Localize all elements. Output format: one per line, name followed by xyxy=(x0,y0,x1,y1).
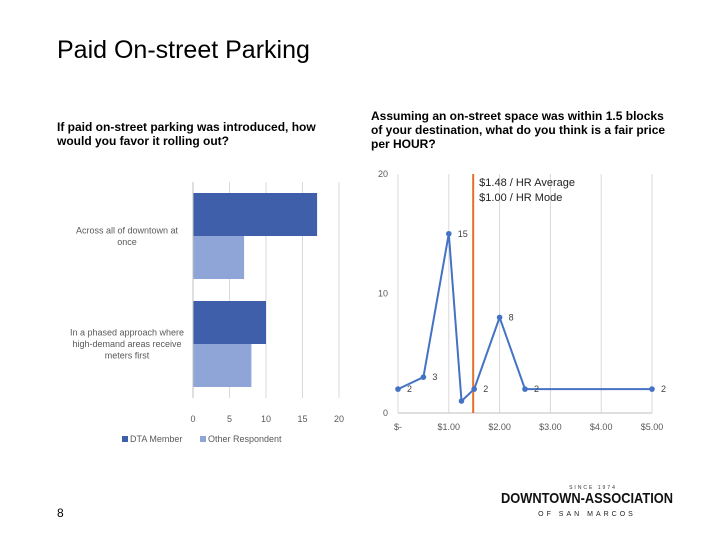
point-data-label: 2 xyxy=(483,384,488,394)
slide-title: Paid On-street Parking xyxy=(57,36,310,64)
point-data-label: 15 xyxy=(458,229,468,239)
line-x-tick-label: $2.00 xyxy=(488,422,511,432)
bar-other-respondent xyxy=(193,236,245,279)
line-x-tick-label: $5.00 xyxy=(641,422,664,432)
logo-top-text: SINCE 1974 xyxy=(569,485,617,491)
legend-swatch xyxy=(200,436,206,442)
price-point xyxy=(649,386,655,392)
price-point xyxy=(458,398,465,404)
point-data-label: 2 xyxy=(534,384,539,394)
bar-category-label: once xyxy=(117,237,137,247)
line-x-tick-label: $- xyxy=(394,422,402,432)
legend-label: DTA Member xyxy=(130,434,182,444)
point-data-label: 3 xyxy=(432,372,437,382)
bar-chart: 0 5 10 15 20 Across all of downtown at once In … xyxy=(70,182,344,444)
right-chart-question: Assuming an on-street space was within 1… xyxy=(371,109,666,151)
legend-label: Other Respondent xyxy=(208,434,282,444)
bar-category-label: high-demand areas receive xyxy=(72,339,181,349)
logo-name: DOWNTOWN-ASSOCIATION xyxy=(501,490,673,507)
price-point xyxy=(471,386,478,392)
bar-dta-member xyxy=(193,193,318,236)
price-point xyxy=(395,386,401,392)
legend-swatch xyxy=(122,436,128,442)
page-number: 8 xyxy=(57,506,64,520)
bar-category-label: In a phased approach where xyxy=(70,328,184,338)
bar-x-tick-label: 10 xyxy=(261,414,271,424)
downtown-association-logo: SINCE 1974 DOWNTOWN-ASSOCIATION OF SAN M… xyxy=(501,485,673,518)
bar-category-label: meters first xyxy=(105,351,150,361)
point-data-label: 8 xyxy=(509,312,514,322)
bar-other-respondent xyxy=(193,344,252,387)
bar-dta-member xyxy=(193,301,266,344)
line-x-tick-label: $3.00 xyxy=(539,422,562,432)
line-x-tick-label: $4.00 xyxy=(590,422,613,432)
line-chart: $- $1.00 $2.00 $3.00 $4.00 $5.00 0 10 20 $1.48 / … xyxy=(378,169,666,432)
bar-x-tick-label: 20 xyxy=(334,414,344,424)
line-y-tick-label: 0 xyxy=(383,408,388,418)
price-point xyxy=(522,386,528,392)
price-point xyxy=(420,374,427,380)
line-x-tick-label: $1.00 xyxy=(438,422,461,432)
line-y-tick-label: 20 xyxy=(378,169,388,179)
point-data-label: 2 xyxy=(661,384,666,394)
bar-x-tick-label: 5 xyxy=(227,414,232,424)
logo-sub-text: OF SAN MARCOS xyxy=(538,511,636,518)
price-point xyxy=(446,230,452,237)
left-chart-question: If paid on-street parking was introduced… xyxy=(57,120,316,148)
bar-x-tick-label: 15 xyxy=(297,414,307,424)
reference-line-label: $1.00 / HR Mode xyxy=(479,192,562,204)
bar-x-tick-label: 0 xyxy=(190,414,195,424)
bar-category-label: Across all of downtown at xyxy=(76,225,179,235)
line-y-tick-label: 10 xyxy=(378,289,388,299)
reference-line-label: $1.48 / HR Average xyxy=(479,177,575,189)
point-data-label: 2 xyxy=(407,384,412,394)
price-series-line xyxy=(397,233,652,404)
price-point xyxy=(496,314,503,321)
